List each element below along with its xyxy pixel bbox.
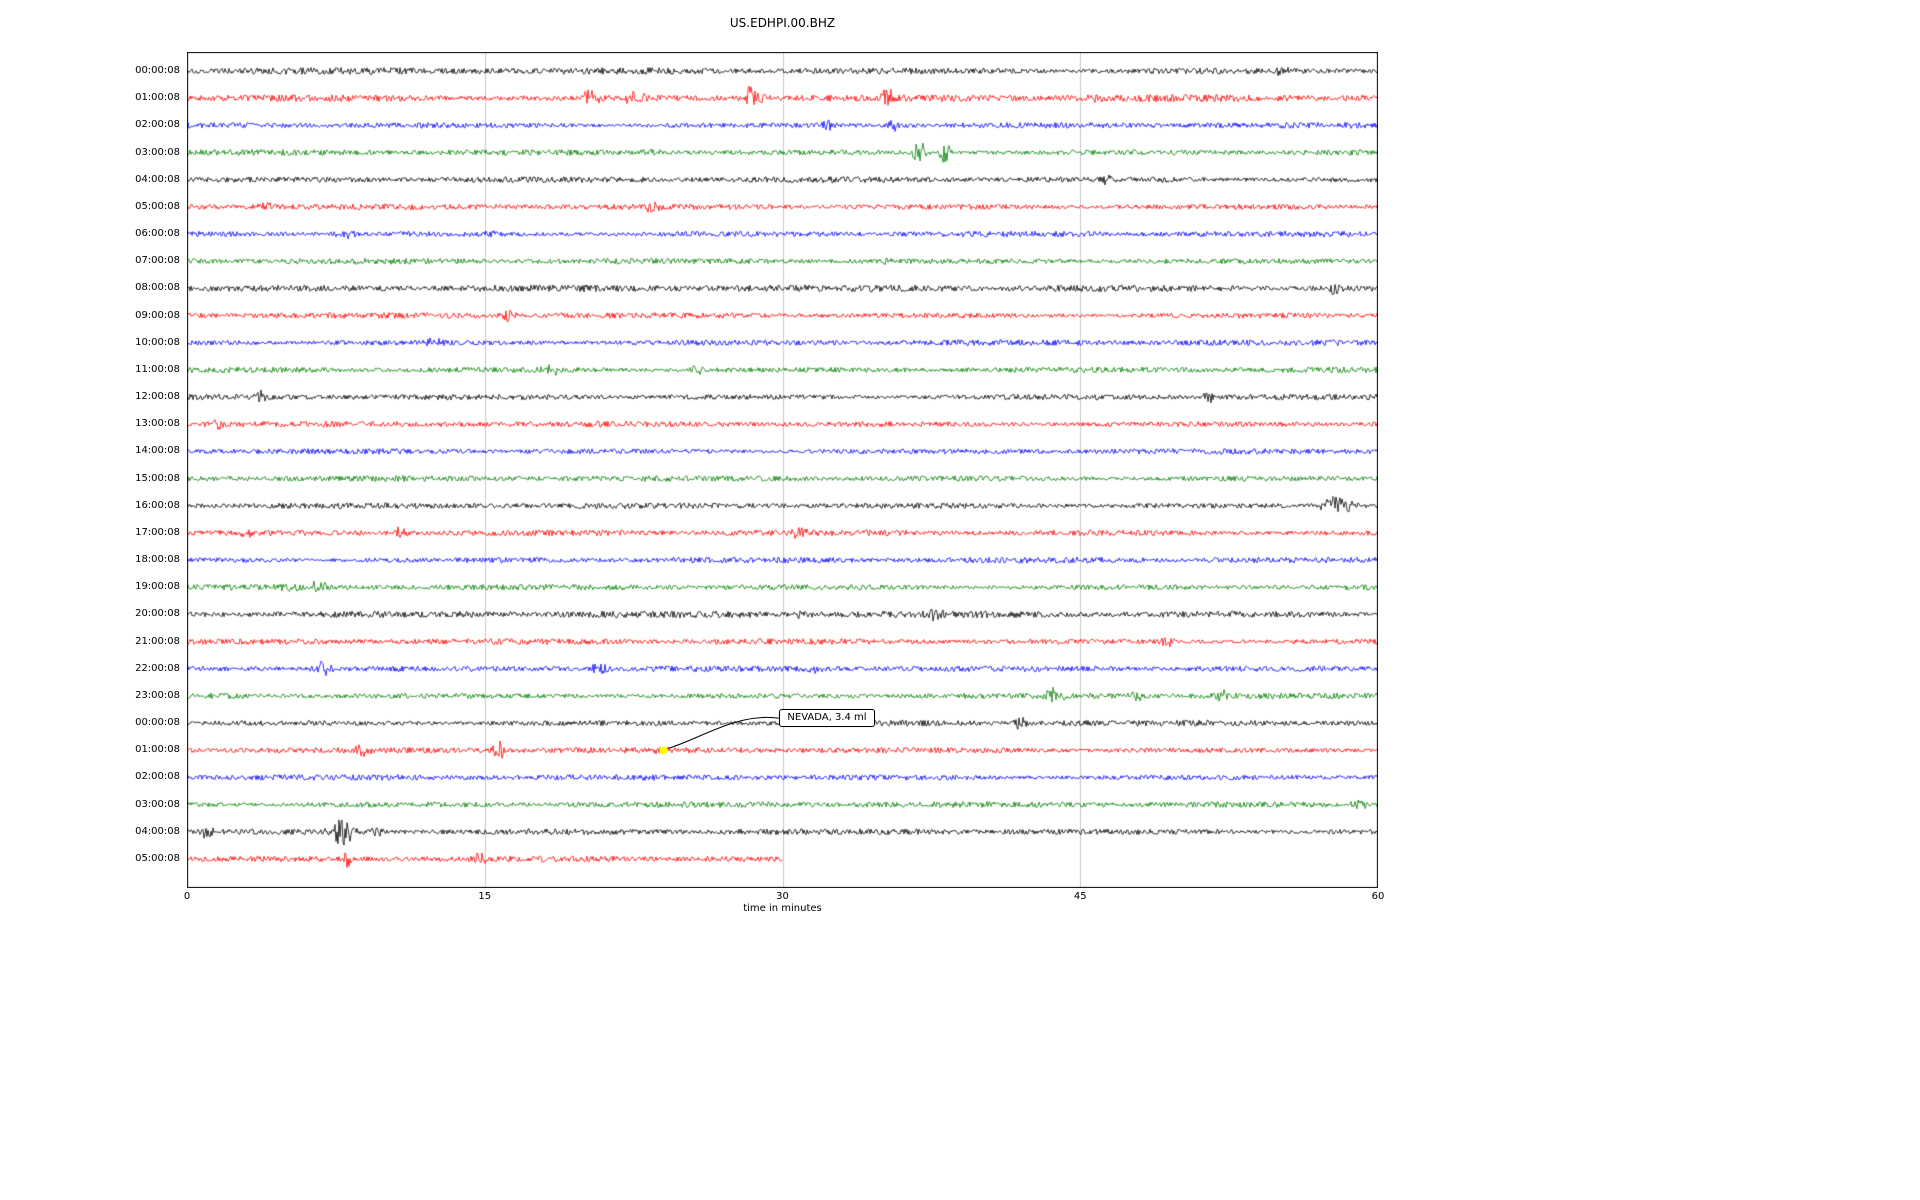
row-time-label: 15:00:08 <box>135 472 180 484</box>
row-time-label: 20:00:08 <box>135 608 180 620</box>
row-time-label: 00:00:08 <box>135 65 180 76</box>
row-time-label: 19:00:08 <box>135 581 180 593</box>
row-time-label: 02:00:08 <box>135 771 180 783</box>
row-time-label: 06:00:08 <box>135 228 180 240</box>
plot-area <box>187 52 1378 888</box>
row-time-label: 02:00:08 <box>135 119 180 131</box>
row-time-label: 00:00:08 <box>135 717 180 729</box>
row-time-label: 22:00:08 <box>135 662 180 674</box>
x-axis-title: time in minutes <box>743 903 822 914</box>
row-time-label: 13:00:08 <box>135 418 180 430</box>
row-time-label: 23:00:08 <box>135 689 180 701</box>
row-time-label: 16:00:08 <box>135 499 180 511</box>
x-tick-label: 15 <box>478 891 492 902</box>
row-time-label: 11:00:08 <box>135 363 180 375</box>
annotation-label: NEVADA, 3.4 ml <box>779 709 875 728</box>
row-time-label: 03:00:08 <box>135 798 180 810</box>
row-time-label: 17:00:08 <box>135 526 180 538</box>
row-time-label: 05:00:08 <box>135 852 180 864</box>
row-time-label: 04:00:08 <box>135 173 180 185</box>
row-time-label: 07:00:08 <box>135 255 180 267</box>
plot-canvas <box>187 52 1378 888</box>
row-time-label: 12:00:08 <box>135 391 180 403</box>
chart-title: US.EDHPI.00.BHZ <box>729 16 836 30</box>
x-tick-label: 30 <box>776 891 789 902</box>
row-time-label: 10:00:08 <box>135 336 180 348</box>
y-axis-labels: 00:00:08 01:00:08 02:00:08 03:00:08 04:00:08… <box>0 0 181 1200</box>
row-time-label: 05:00:08 <box>135 200 180 212</box>
row-time-label: 21:00:08 <box>135 635 180 647</box>
row-time-label: 08:00:08 <box>135 282 180 294</box>
row-time-label: 03:00:08 <box>135 146 180 158</box>
row-time-label: 04:00:08 <box>135 825 180 837</box>
x-tick-label: 45 <box>1073 891 1087 902</box>
row-time-label: 14:00:08 <box>135 445 180 457</box>
row-time-label: 09:00:08 <box>135 309 180 321</box>
row-time-label: 18:00:08 <box>135 554 180 566</box>
row-time-label: 01:00:08 <box>135 92 180 104</box>
row-time-label: 01:00:08 <box>135 744 180 756</box>
x-tick-label: 0 <box>183 891 191 902</box>
x-tick-label: 60 <box>1371 891 1385 902</box>
